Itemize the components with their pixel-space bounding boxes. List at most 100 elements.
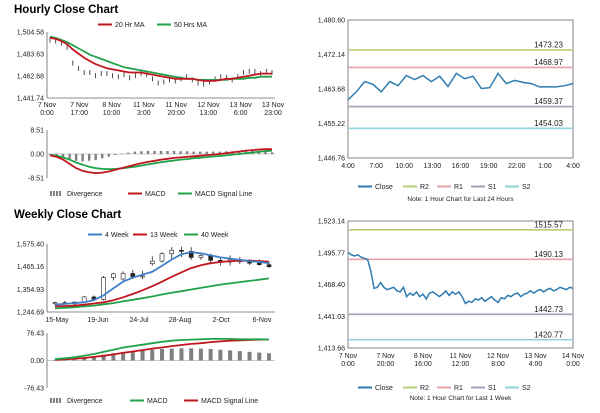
legend-4-week-label: 4 Week: [105, 232, 129, 239]
candle-body: [179, 249, 184, 252]
divergence-bar: [146, 150, 150, 154]
y-tick-label: 1,504.58: [17, 30, 44, 37]
legend-macd-signal-label: MACD Signal Line: [195, 191, 252, 198]
candle-body: [101, 277, 106, 300]
candle-body: [256, 262, 262, 265]
hourly-section-title: Hourly Close Chart: [14, 4, 119, 16]
weekly-price-chart: 4 Week 13 Week 40 Week 1,575.40 1,465.16 1,35…: [17, 232, 275, 324]
y-tick-label: 1,480.60: [318, 18, 345, 25]
y-tick-label: 1,465.16: [17, 264, 44, 271]
divergence-bar: [87, 154, 91, 161]
y-tick-label: 1,523.14: [318, 219, 345, 226]
x-tick-date: 7 Nov: [376, 353, 395, 360]
level-s1-label: 1442.73: [534, 305, 563, 314]
x-tick-time: 10:00: [103, 110, 121, 117]
legend-divergence-label: Divergence: [67, 398, 103, 405]
ma13-line: [54, 259, 270, 308]
x-tick-date: 7 Nov: [38, 102, 57, 109]
level-s2-label: 1420.77: [534, 330, 563, 339]
x-tick-time: 8:00: [491, 361, 505, 368]
candle-body: [198, 255, 204, 258]
divergence-bar: [218, 349, 223, 361]
ma4-line: [54, 251, 270, 306]
y-tick-label: 1,495.77: [318, 250, 345, 257]
divergence-bar: [111, 353, 116, 361]
divergence-bar: [140, 350, 145, 361]
divergence-bar: [166, 150, 169, 154]
x-tick-label: 10:00: [395, 163, 413, 170]
x-tick-date: 11 Nov: [133, 102, 155, 109]
legend-divergence-swatch: [53, 398, 55, 403]
legend-close-label: Close: [375, 184, 393, 191]
y-tick-label: 1,441.74: [17, 96, 44, 103]
level-s2-label: 1454.03: [534, 119, 563, 128]
y-tick-label: 1,455.22: [318, 121, 345, 128]
legend-40-week-label: 40 Week: [201, 232, 229, 239]
candle-body: [159, 253, 165, 262]
hourly-intraday-chart: 1,480.60 1,472.14 1,463.68 1,455.22 1,446.76…: [318, 18, 580, 204]
x-tick-date: 12 Nov: [487, 353, 510, 360]
divergence-bar: [160, 348, 164, 361]
divergence-bar: [185, 151, 189, 154]
candle-body: [169, 249, 175, 255]
divergence-bar: [238, 150, 241, 154]
divergence-bar: [121, 351, 126, 361]
x-tick-time: 23:00: [264, 110, 282, 117]
legend-divergence-swatch: [53, 191, 55, 196]
legend-divergence-swatch: [50, 398, 52, 403]
x-tick-label: 13:00: [424, 163, 442, 170]
x-tick-date: 13 Nov: [230, 102, 253, 109]
y-tick-label: 1,441.03: [318, 314, 345, 321]
divergence-bar: [179, 348, 184, 361]
divergence-bar: [257, 352, 262, 361]
level-r2-label: 1473.23: [534, 41, 563, 50]
divergence-bar: [101, 354, 106, 361]
x-tick-label: 19:00: [480, 163, 498, 170]
divergence-bar: [270, 152, 274, 154]
divergence-bar: [130, 351, 135, 361]
chart-note: Note: 1 Hour Chart for Last 24 Hours: [407, 196, 514, 203]
divergence-bar: [264, 151, 267, 154]
x-tick-label: 19-Jun: [87, 317, 109, 324]
divergence-bar: [153, 150, 156, 154]
divergence-bar: [179, 151, 182, 154]
divergence-bar: [101, 154, 104, 159]
legend-s2-label: S2: [522, 184, 531, 191]
x-tick-time: 13:00: [200, 110, 218, 117]
x-tick-label: 16:00: [452, 163, 470, 170]
x-tick-time: 20:00: [377, 361, 395, 368]
divergence-bar: [114, 154, 117, 156]
level-r2-label: 1515.57: [534, 220, 563, 229]
level-r1-label: 1468.97: [534, 58, 563, 67]
x-tick-time: 6:00: [234, 110, 248, 117]
legend-r2-label: R2: [420, 385, 429, 392]
weekly-macd-chart: 76.43 0.00 -76.43 Divergence MACD MACD Signal…: [24, 331, 275, 405]
divergence-bar: [267, 353, 271, 361]
x-tick-date: 13 Nov: [262, 102, 285, 109]
candle-body: [266, 264, 272, 268]
x-tick-date: 8 Nov: [414, 353, 433, 360]
x-tick-label: 1:00: [538, 163, 552, 170]
hourly-macd-chart: 8.51 0.00 -8.51 Divergence MACD MACD Signal L…: [28, 128, 275, 198]
x-tick-date: 13 Nov: [524, 353, 547, 360]
divergence-bar: [172, 150, 176, 154]
divergence-bar: [140, 151, 143, 154]
legend-r1-label: R1: [454, 184, 463, 191]
ma20-line: [49, 37, 272, 82]
x-tick-date: 11 Nov: [165, 102, 187, 109]
divergence-bar: [120, 153, 124, 155]
divergence-bar: [150, 349, 155, 361]
y-tick-label: -8.51: [28, 176, 44, 183]
divergence-bar: [68, 154, 71, 160]
level-r1-label: 1490.13: [534, 250, 563, 259]
candle-body: [149, 260, 155, 264]
x-tick-date: 7 Nov: [339, 353, 358, 360]
x-tick-label: 24-Jul: [129, 317, 149, 324]
x-tick-label: 4:00: [341, 163, 355, 170]
plot-frame: [347, 220, 574, 349]
plot-frame: [347, 19, 574, 159]
legend-divergence-swatch: [59, 191, 61, 196]
divergence-bar: [61, 154, 65, 157]
x-tick-time: 12:00: [452, 361, 470, 368]
divergence-bar: [247, 351, 252, 361]
